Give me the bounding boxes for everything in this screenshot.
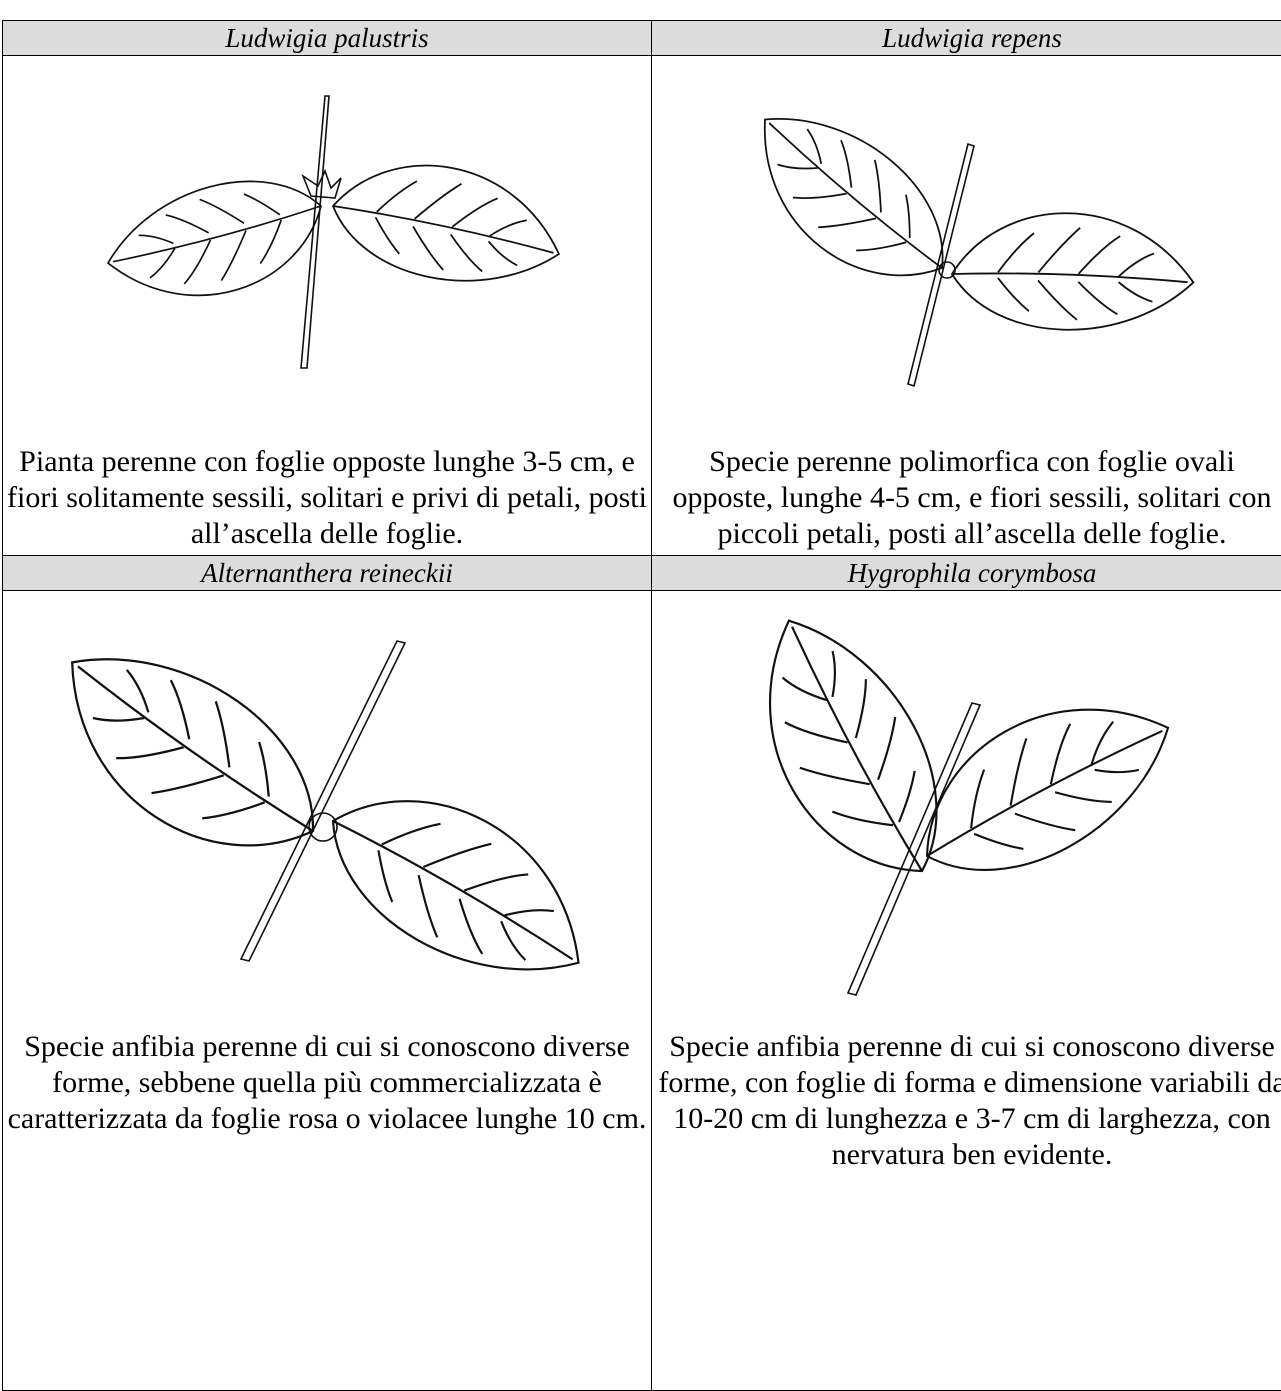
species-description: Pianta perenne con foglie opposte lunghe… (7, 445, 647, 550)
page: Ludwigia palustris Ludwigia repens Piant… (2, 20, 1281, 1391)
species-table: Ludwigia palustris Ludwigia repens Piant… (2, 20, 1281, 1391)
species-description: Specie perenne polimorfica con foglie ov… (672, 445, 1272, 550)
species-name: Ludwigia repens (652, 21, 1281, 56)
species-name: Alternanthera reineckii (3, 556, 652, 591)
plant-drawing (724, 80, 1197, 388)
species-cell: Specie anfibia perenne di cui si conosco… (652, 591, 1281, 1391)
species-cell: Pianta perenne con foglie opposte lunghe… (3, 56, 652, 556)
species-cell: Specie perenne polimorfica con foglie ov… (652, 56, 1281, 556)
species-cell: Specie anfibia perenne di cui si conosco… (3, 591, 652, 1391)
plant-drawing (25, 609, 618, 1017)
species-name: Ludwigia palustris (3, 21, 652, 56)
species-description: Specie anfibia perenne di cui si conosco… (7, 1030, 647, 1135)
plant-drawing (94, 95, 573, 369)
species-description: Specie anfibia perenne di cui si conosco… (658, 1030, 1281, 1171)
plant-drawing (720, 591, 1197, 996)
species-name: Hygrophila corymbosa (652, 556, 1281, 591)
